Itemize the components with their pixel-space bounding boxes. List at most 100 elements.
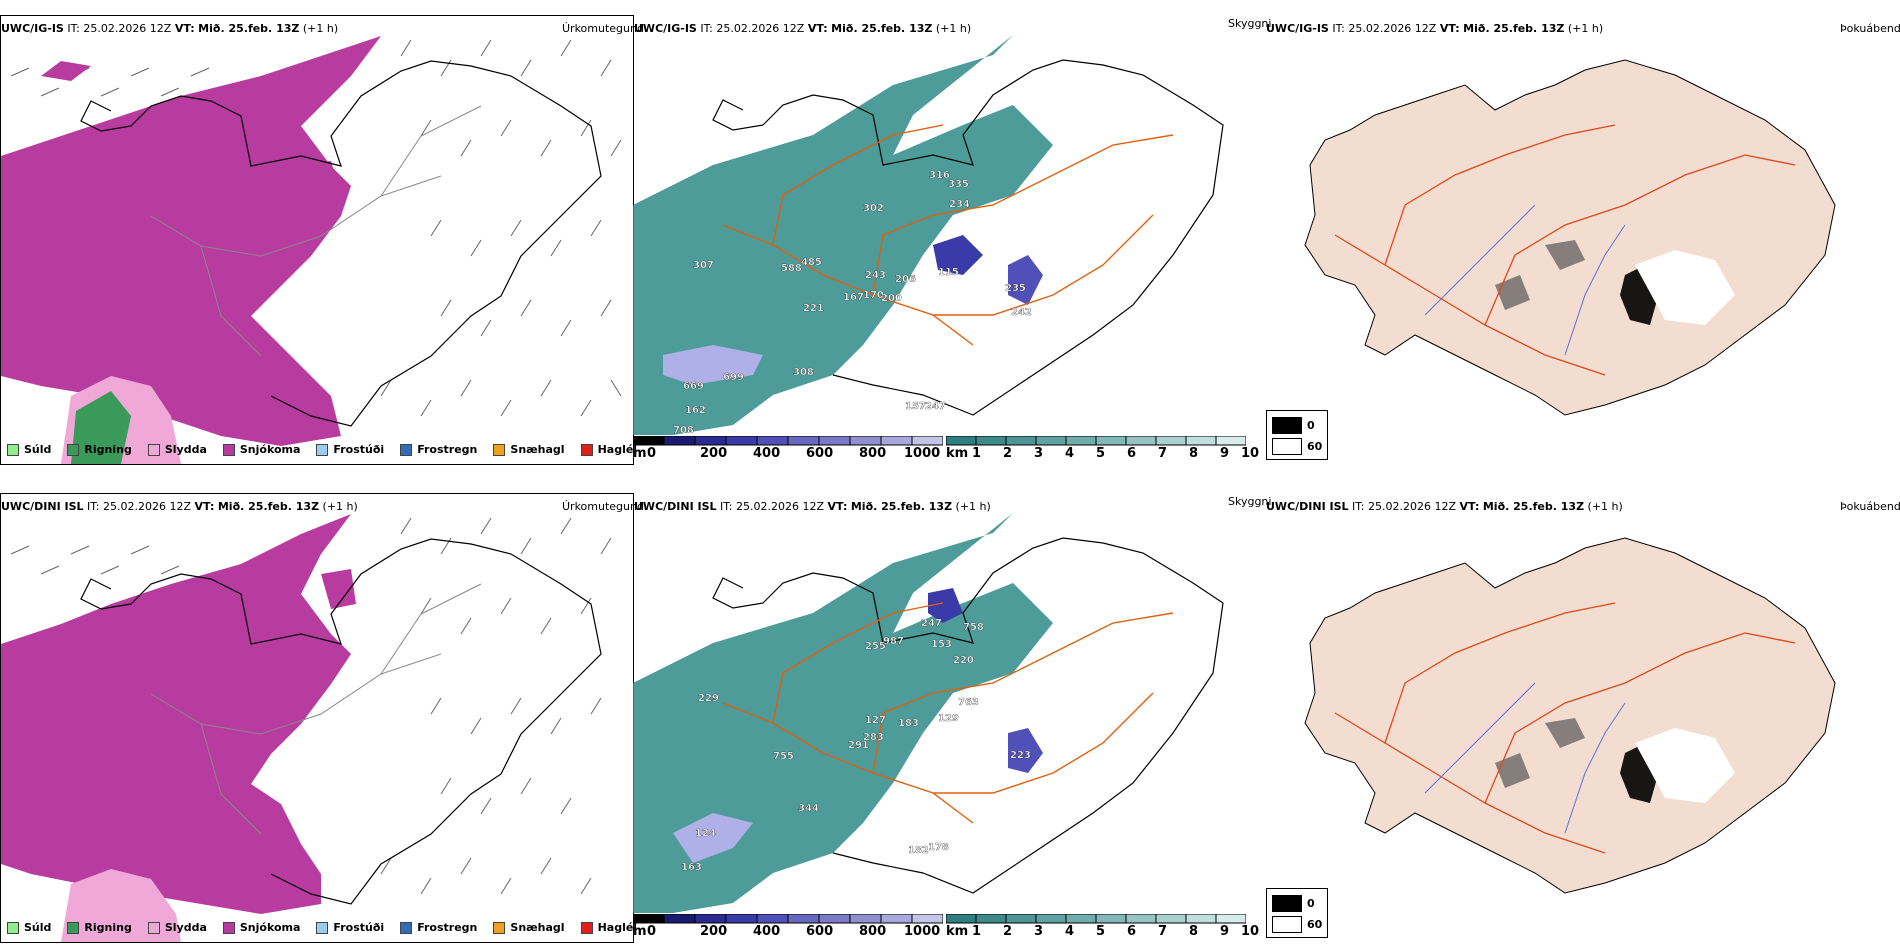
- svg-text:220: 220: [953, 655, 974, 666]
- fog-map: [1304, 59, 1836, 416]
- ceiling-vis-panel: 229 755 255 987 247 153 758 220 127 183 …: [633, 493, 1263, 941]
- svg-text:308: 308: [793, 367, 814, 378]
- ceiling-tick: 1000: [904, 924, 941, 939]
- precip-type-map: [1, 36, 622, 464]
- vis-tick: 6: [1127, 924, 1137, 939]
- vis-tick: 7: [1158, 446, 1168, 461]
- header-ceiling: UWC/IG-IS IT: 25.02.2026 12Z VT: Mið. 25…: [634, 22, 972, 35]
- svg-text:763: 763: [958, 697, 979, 708]
- svg-text:235: 235: [1005, 283, 1026, 294]
- svg-text:182: 182: [908, 845, 929, 856]
- vis-tick: 5: [1096, 924, 1106, 939]
- svg-text:163: 163: [681, 862, 702, 873]
- precip-type-map: [1, 514, 612, 942]
- wind-barbs: [10, 39, 622, 417]
- precip-type-panel: Súld Rigning Slydda Snjókoma Frostúði Fr…: [0, 15, 637, 465]
- svg-text:699: 699: [723, 372, 744, 383]
- vis-tick: 6: [1127, 446, 1137, 461]
- svg-text:242: 242: [1011, 307, 1032, 318]
- svg-text:183: 183: [898, 718, 919, 729]
- ceiling-tick: 400: [753, 446, 781, 461]
- header-fog: UWC/DINI ISL IT: 25.02.2026 12Z VT: Mið.…: [1266, 500, 1623, 513]
- header-ceiling: UWC/DINI ISL IT: 25.02.2026 12Z VT: Mið.…: [634, 500, 991, 513]
- ceiling-tick: 1000: [904, 446, 941, 461]
- vis-tick: 9: [1220, 924, 1230, 939]
- ceiling-colorbar: m 0 200 400 600 800 1000: [633, 436, 943, 466]
- vis-tick: 4: [1065, 446, 1075, 461]
- title-fog: Þokuábendi: [1840, 22, 1900, 35]
- ceiling-swatches: [633, 914, 943, 924]
- svg-text:170: 170: [863, 290, 884, 301]
- coastline-2: [712, 537, 1224, 894]
- legend-item-slydda: Slydda: [147, 921, 207, 934]
- legend-item-haglel: Haglél: [580, 921, 637, 934]
- svg-text:344: 344: [798, 803, 819, 814]
- vis-tick: 1: [972, 924, 982, 939]
- svg-text:335: 335: [948, 179, 969, 190]
- title-precip-type: Úrkomutegund: [562, 500, 644, 513]
- svg-text:178: 178: [928, 842, 949, 853]
- fog-land: [1304, 537, 1836, 894]
- vis-tick: 7: [1158, 924, 1168, 939]
- title-precip-type: Úrkomutegund: [562, 22, 644, 35]
- precip-legend: Súld Rigning Slydda Snjókoma Frostúði Fr…: [7, 443, 653, 456]
- svg-text:758: 758: [963, 622, 984, 633]
- fog-white-area: [1635, 250, 1735, 325]
- svg-text:234: 234: [949, 199, 970, 210]
- ceiling-unit: m: [633, 446, 647, 461]
- svg-text:162: 162: [685, 405, 706, 416]
- legend-item-rigning: Rigning: [67, 443, 132, 456]
- legend-item-suld: Súld: [7, 921, 51, 934]
- ceiling-tick: 0: [647, 924, 657, 939]
- svg-text:223: 223: [1010, 750, 1031, 761]
- header-precip: UWC/DINI ISL IT: 25.02.2026 12Z VT: Mið.…: [1, 500, 358, 513]
- ceiling-swatches: [633, 436, 943, 446]
- rain-area: [71, 391, 131, 464]
- ceiling-area-e: [1008, 255, 1043, 305]
- vis-tick: 3: [1034, 924, 1044, 939]
- header-fog: UWC/IG-IS IT: 25.02.2026 12Z VT: Mið. 25…: [1266, 22, 1604, 35]
- precip-type-panel: Súld Rigning Slydda Snjókoma Frostúði Fr…: [0, 493, 637, 943]
- svg-text:247: 247: [921, 618, 942, 629]
- ceiling-vis-map: 307 588 485 302 243 206 167 170 200 221 …: [633, 35, 1224, 435]
- ceiling-unit: m: [633, 924, 647, 939]
- ceiling-tick: 400: [753, 924, 781, 939]
- fog-white-area: [1635, 728, 1735, 803]
- ceiling-vis-map: 229 755 255 987 247 153 758 220 127 183 …: [633, 513, 1224, 913]
- title-fog: Þokuábendi: [1840, 500, 1900, 513]
- svg-text:588: 588: [781, 263, 802, 274]
- svg-text:206: 206: [895, 274, 916, 285]
- coastline: [80, 60, 602, 427]
- title-cloud-base: Skyggni: [1228, 495, 1272, 508]
- legend-item-snaehagl: Snæhagl: [493, 443, 565, 456]
- roads-2: [722, 124, 1174, 346]
- ceiling-tick: 600: [806, 924, 834, 939]
- svg-text:669: 669: [683, 381, 704, 392]
- svg-text:255: 255: [865, 641, 886, 652]
- snow-area: [1, 36, 381, 446]
- ceiling-tick: 800: [859, 924, 887, 939]
- ceiling-colorbar: m 0 200 400 600 800 1000: [633, 914, 943, 944]
- fog-roads: [1334, 602, 1796, 854]
- roads-2: [722, 602, 1174, 824]
- legend-item-rigning: Rigning: [67, 921, 132, 934]
- fog-legend: 0 60: [1266, 888, 1328, 938]
- ceiling-vis-panel: 307 588 485 302 243 206 167 170 200 221 …: [633, 15, 1263, 463]
- legend-item-slydda: Slydda: [147, 443, 207, 456]
- ceiling-area-sw: [673, 813, 753, 863]
- legend-item-frostudi: Frostúði: [316, 443, 384, 456]
- snow-blob-nw: [41, 61, 91, 81]
- vis-tick: 8: [1189, 924, 1199, 939]
- fog-panel: [1265, 35, 1900, 460]
- svg-text:708: 708: [673, 425, 694, 435]
- legend-item-suld: Súld: [7, 443, 51, 456]
- row-dini-isl: Súld Rigning Slydda Snjókoma Frostúði Fr…: [0, 478, 1900, 948]
- vis-tick: 3: [1034, 446, 1044, 461]
- svg-text:243: 243: [865, 270, 886, 281]
- legend-item-snjokoma: Snjókoma: [222, 443, 300, 456]
- ceiling-area-sw: [663, 345, 763, 385]
- fog-legend: 0 60: [1266, 410, 1328, 460]
- legend-item-snjokoma: Snjókoma: [222, 921, 300, 934]
- svg-text:127: 127: [865, 715, 886, 726]
- ceiling-tick: 0: [647, 446, 657, 461]
